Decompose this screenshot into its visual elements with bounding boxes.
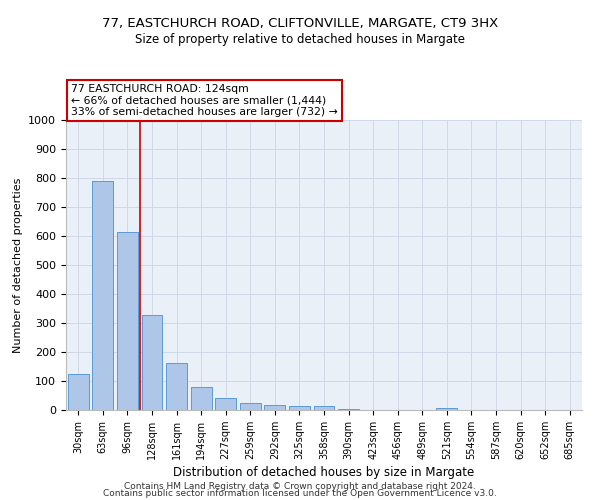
Bar (166, 363, 187, 410)
Bar (215, 398, 236, 410)
Text: Distribution of detached houses by size in Margate: Distribution of detached houses by size … (173, 466, 475, 479)
Bar (436, 408, 457, 410)
Text: Size of property relative to detached houses in Margate: Size of property relative to detached ho… (135, 32, 465, 46)
Bar (142, 315, 163, 410)
Bar (338, 408, 359, 410)
Bar (289, 406, 310, 410)
Text: Contains public sector information licensed under the Open Government Licence v3: Contains public sector information licen… (103, 490, 497, 498)
Bar (240, 404, 261, 410)
Bar (191, 388, 212, 410)
Bar (314, 406, 334, 410)
Text: 77, EASTCHURCH ROAD, CLIFTONVILLE, MARGATE, CT9 3HX: 77, EASTCHURCH ROAD, CLIFTONVILLE, MARGA… (102, 18, 498, 30)
Bar (68, 374, 89, 410)
Text: Contains HM Land Registry data © Crown copyright and database right 2024.: Contains HM Land Registry data © Crown c… (124, 482, 476, 491)
Bar (117, 232, 138, 410)
Y-axis label: Number of detached properties: Number of detached properties (13, 178, 23, 352)
Bar (265, 405, 286, 410)
Text: 77 EASTCHURCH ROAD: 124sqm
← 66% of detached houses are smaller (1,444)
33% of s: 77 EASTCHURCH ROAD: 124sqm ← 66% of deta… (71, 84, 338, 117)
Bar (92, 181, 113, 410)
